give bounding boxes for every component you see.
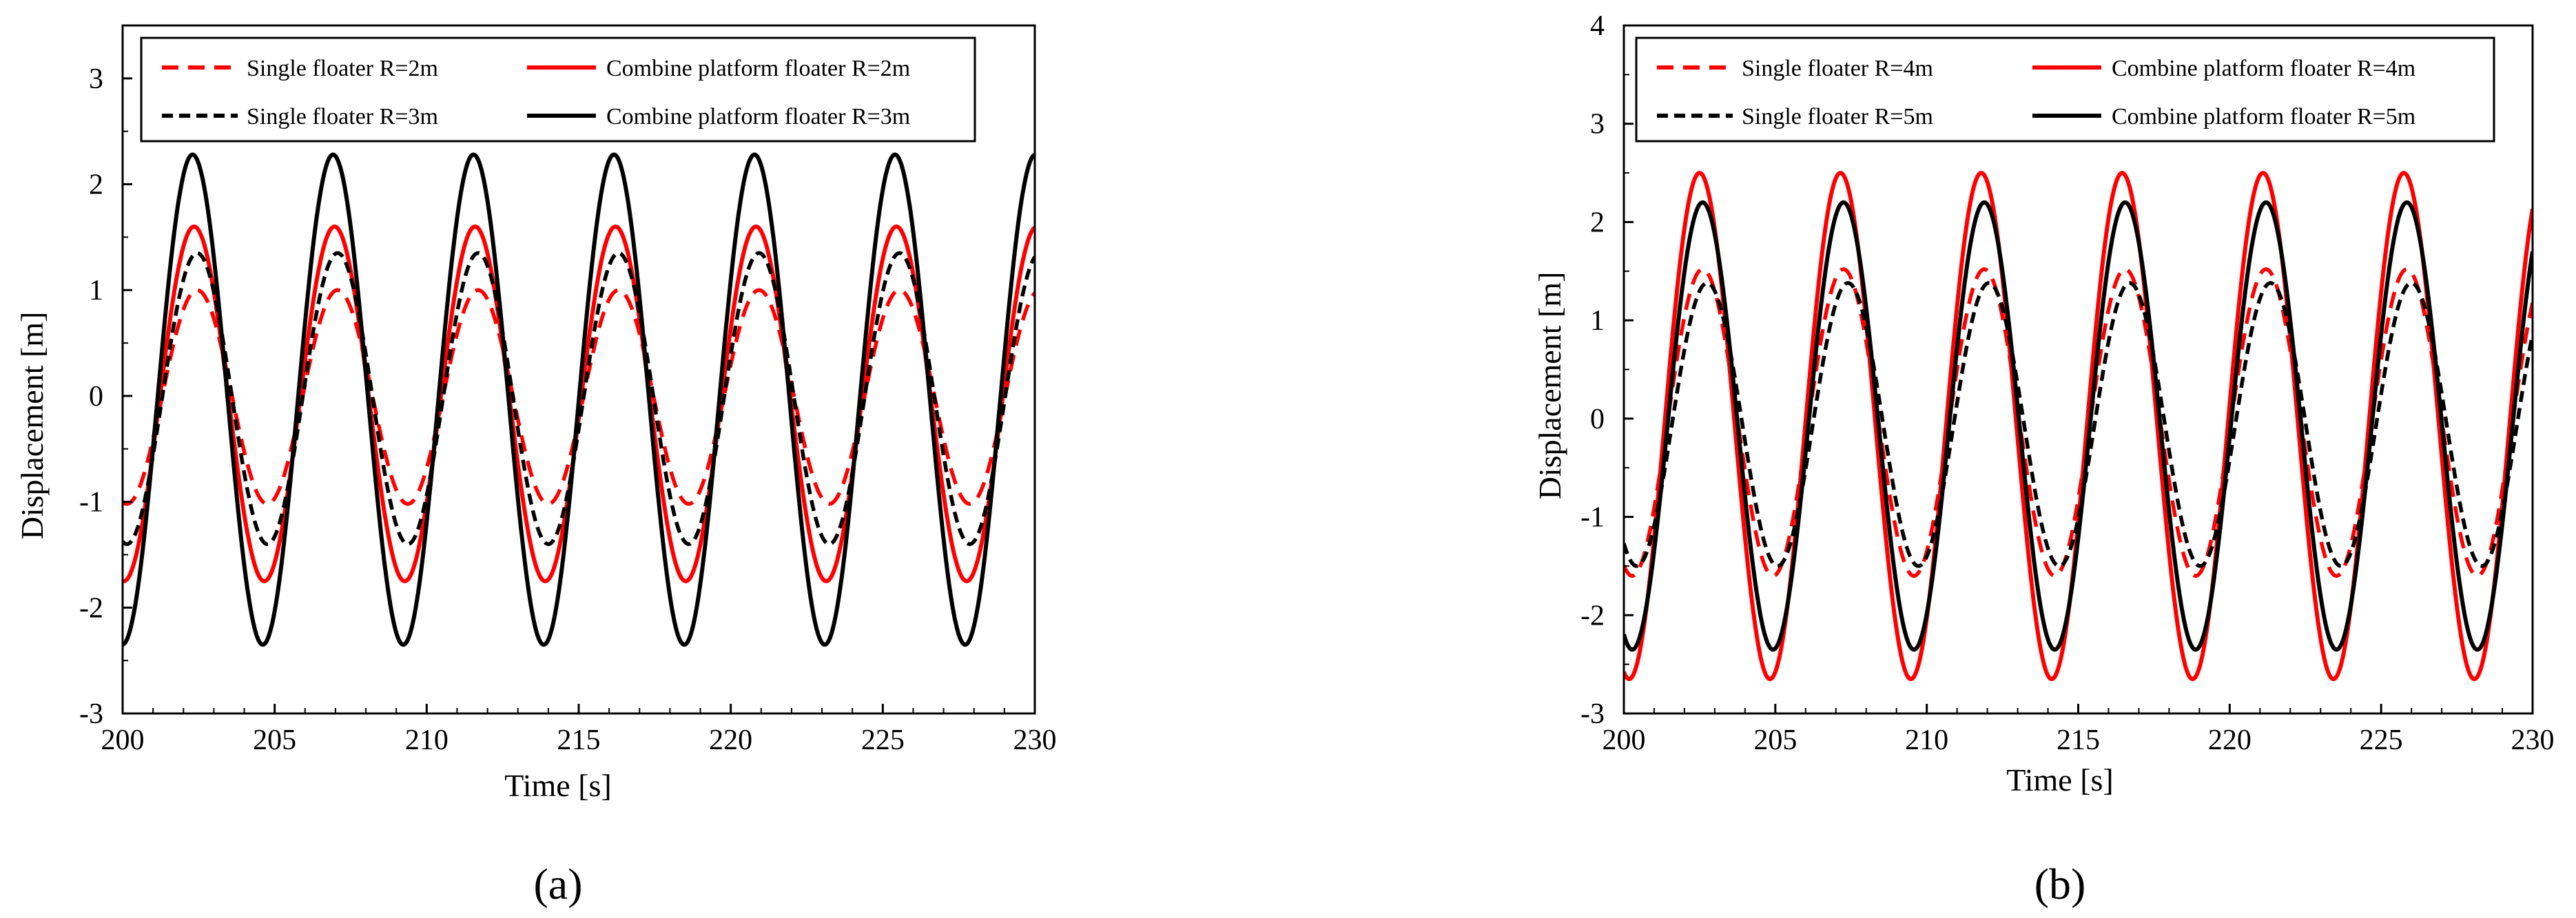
- legend-label-b-0: Single floater R=4m: [1742, 56, 1933, 81]
- x-tick-label-b-2: 210: [1905, 724, 1948, 756]
- axes-a: 200 205 210 215 220 225 230 -3 -2 -1 0 1 2 3: [79, 24, 1057, 756]
- x-tick-label-b-3: 215: [2057, 724, 2100, 756]
- panel-label-a: (a): [533, 859, 582, 908]
- series-layer-a: [123, 152, 1035, 647]
- x-tick-label-a-5: 225: [861, 724, 905, 756]
- series-line-b-0: [1624, 267, 2533, 578]
- panel-a: 200 205 210 215 220 225 230 -3 -2 -1 0 1 2 3 Single f…: [14, 24, 1057, 908]
- legend-label-a-0: Single floater R=2m: [247, 56, 438, 81]
- y-tick-label-b-0: -3: [1580, 698, 1605, 730]
- x-tick-label-a-1: 205: [253, 724, 296, 756]
- legend-label-b-1: Combine platform floater R=4m: [2112, 56, 2415, 81]
- x-tick-label-a-4: 220: [709, 724, 752, 756]
- x-tick-label-a-0: 200: [101, 724, 145, 756]
- legend-label-a-2: Single floater R=3m: [247, 104, 438, 129]
- axes-b: 200 205 210 215 220 225 230 -3 -2 -1 0 1 2 3 4: [1580, 10, 2555, 756]
- series-layer-b: [1624, 171, 2533, 682]
- legend-a: Single floater R=2m Combine platform flo…: [140, 36, 976, 143]
- y-tick-label-a-3: 0: [89, 381, 103, 413]
- x-tick-label-b-1: 205: [1753, 724, 1797, 756]
- y-tick-label-a-4: 1: [89, 275, 103, 306]
- x-tick-label-b-0: 200: [1603, 724, 1646, 756]
- x-tick-label-a-6: 230: [1013, 724, 1057, 756]
- series-line-a-2: [123, 251, 1035, 546]
- y-tick-label-a-5: 2: [89, 169, 103, 201]
- x-axis-label-b: Time [s]: [2006, 762, 2114, 797]
- x-tick-label-a-3: 215: [557, 724, 601, 756]
- panel-b: 200 205 210 215 220 225 230 -3 -2 -1 0 1 2 3 4 Single …: [1532, 10, 2555, 908]
- y-axis-label-b: Displacement [m]: [1532, 272, 1567, 500]
- series-line-a-3: [123, 152, 1035, 647]
- y-tick-label-b-7: 4: [1590, 10, 1605, 42]
- y-tick-label-b-5: 2: [1590, 207, 1605, 238]
- y-tick-label-b-2: -1: [1580, 502, 1605, 534]
- y-tick-label-b-1: -2: [1580, 600, 1605, 632]
- y-tick-label-a-1: -2: [79, 592, 103, 624]
- y-tick-label-a-6: 3: [89, 63, 103, 95]
- x-tick-label-a-2: 210: [405, 724, 449, 756]
- legend-label-b-2: Single floater R=5m: [1742, 104, 1933, 129]
- y-tick-label-a-2: -1: [79, 487, 103, 519]
- legend-b: Single floater R=4m Combine platform flo…: [1635, 36, 2495, 143]
- x-tick-label-b-5: 225: [2360, 724, 2403, 756]
- y-tick-label-a-0: -3: [79, 698, 103, 730]
- x-axis-label-a: Time [s]: [504, 768, 612, 803]
- legend-box-b: [1635, 36, 2495, 143]
- y-axis-label-a: Displacement [m]: [14, 312, 50, 540]
- y-tick-label-b-4: 1: [1590, 305, 1605, 337]
- legend-label-a-1: Combine platform floater R=2m: [606, 56, 910, 81]
- y-tick-label-b-3: 0: [1590, 404, 1605, 435]
- x-tick-label-b-6: 230: [2511, 724, 2555, 756]
- series-line-b-3: [1624, 200, 2533, 652]
- x-tick-label-b-4: 220: [2208, 724, 2252, 756]
- series-line-b-2: [1624, 281, 2533, 568]
- y-tick-label-b-6: 3: [1590, 109, 1605, 140]
- legend-label-a-3: Combine platform floater R=3m: [606, 104, 910, 129]
- legend-box-a: [140, 36, 976, 143]
- panel-label-b: (b): [2034, 859, 2086, 908]
- legend-label-b-3: Combine platform floater R=5m: [2112, 104, 2415, 129]
